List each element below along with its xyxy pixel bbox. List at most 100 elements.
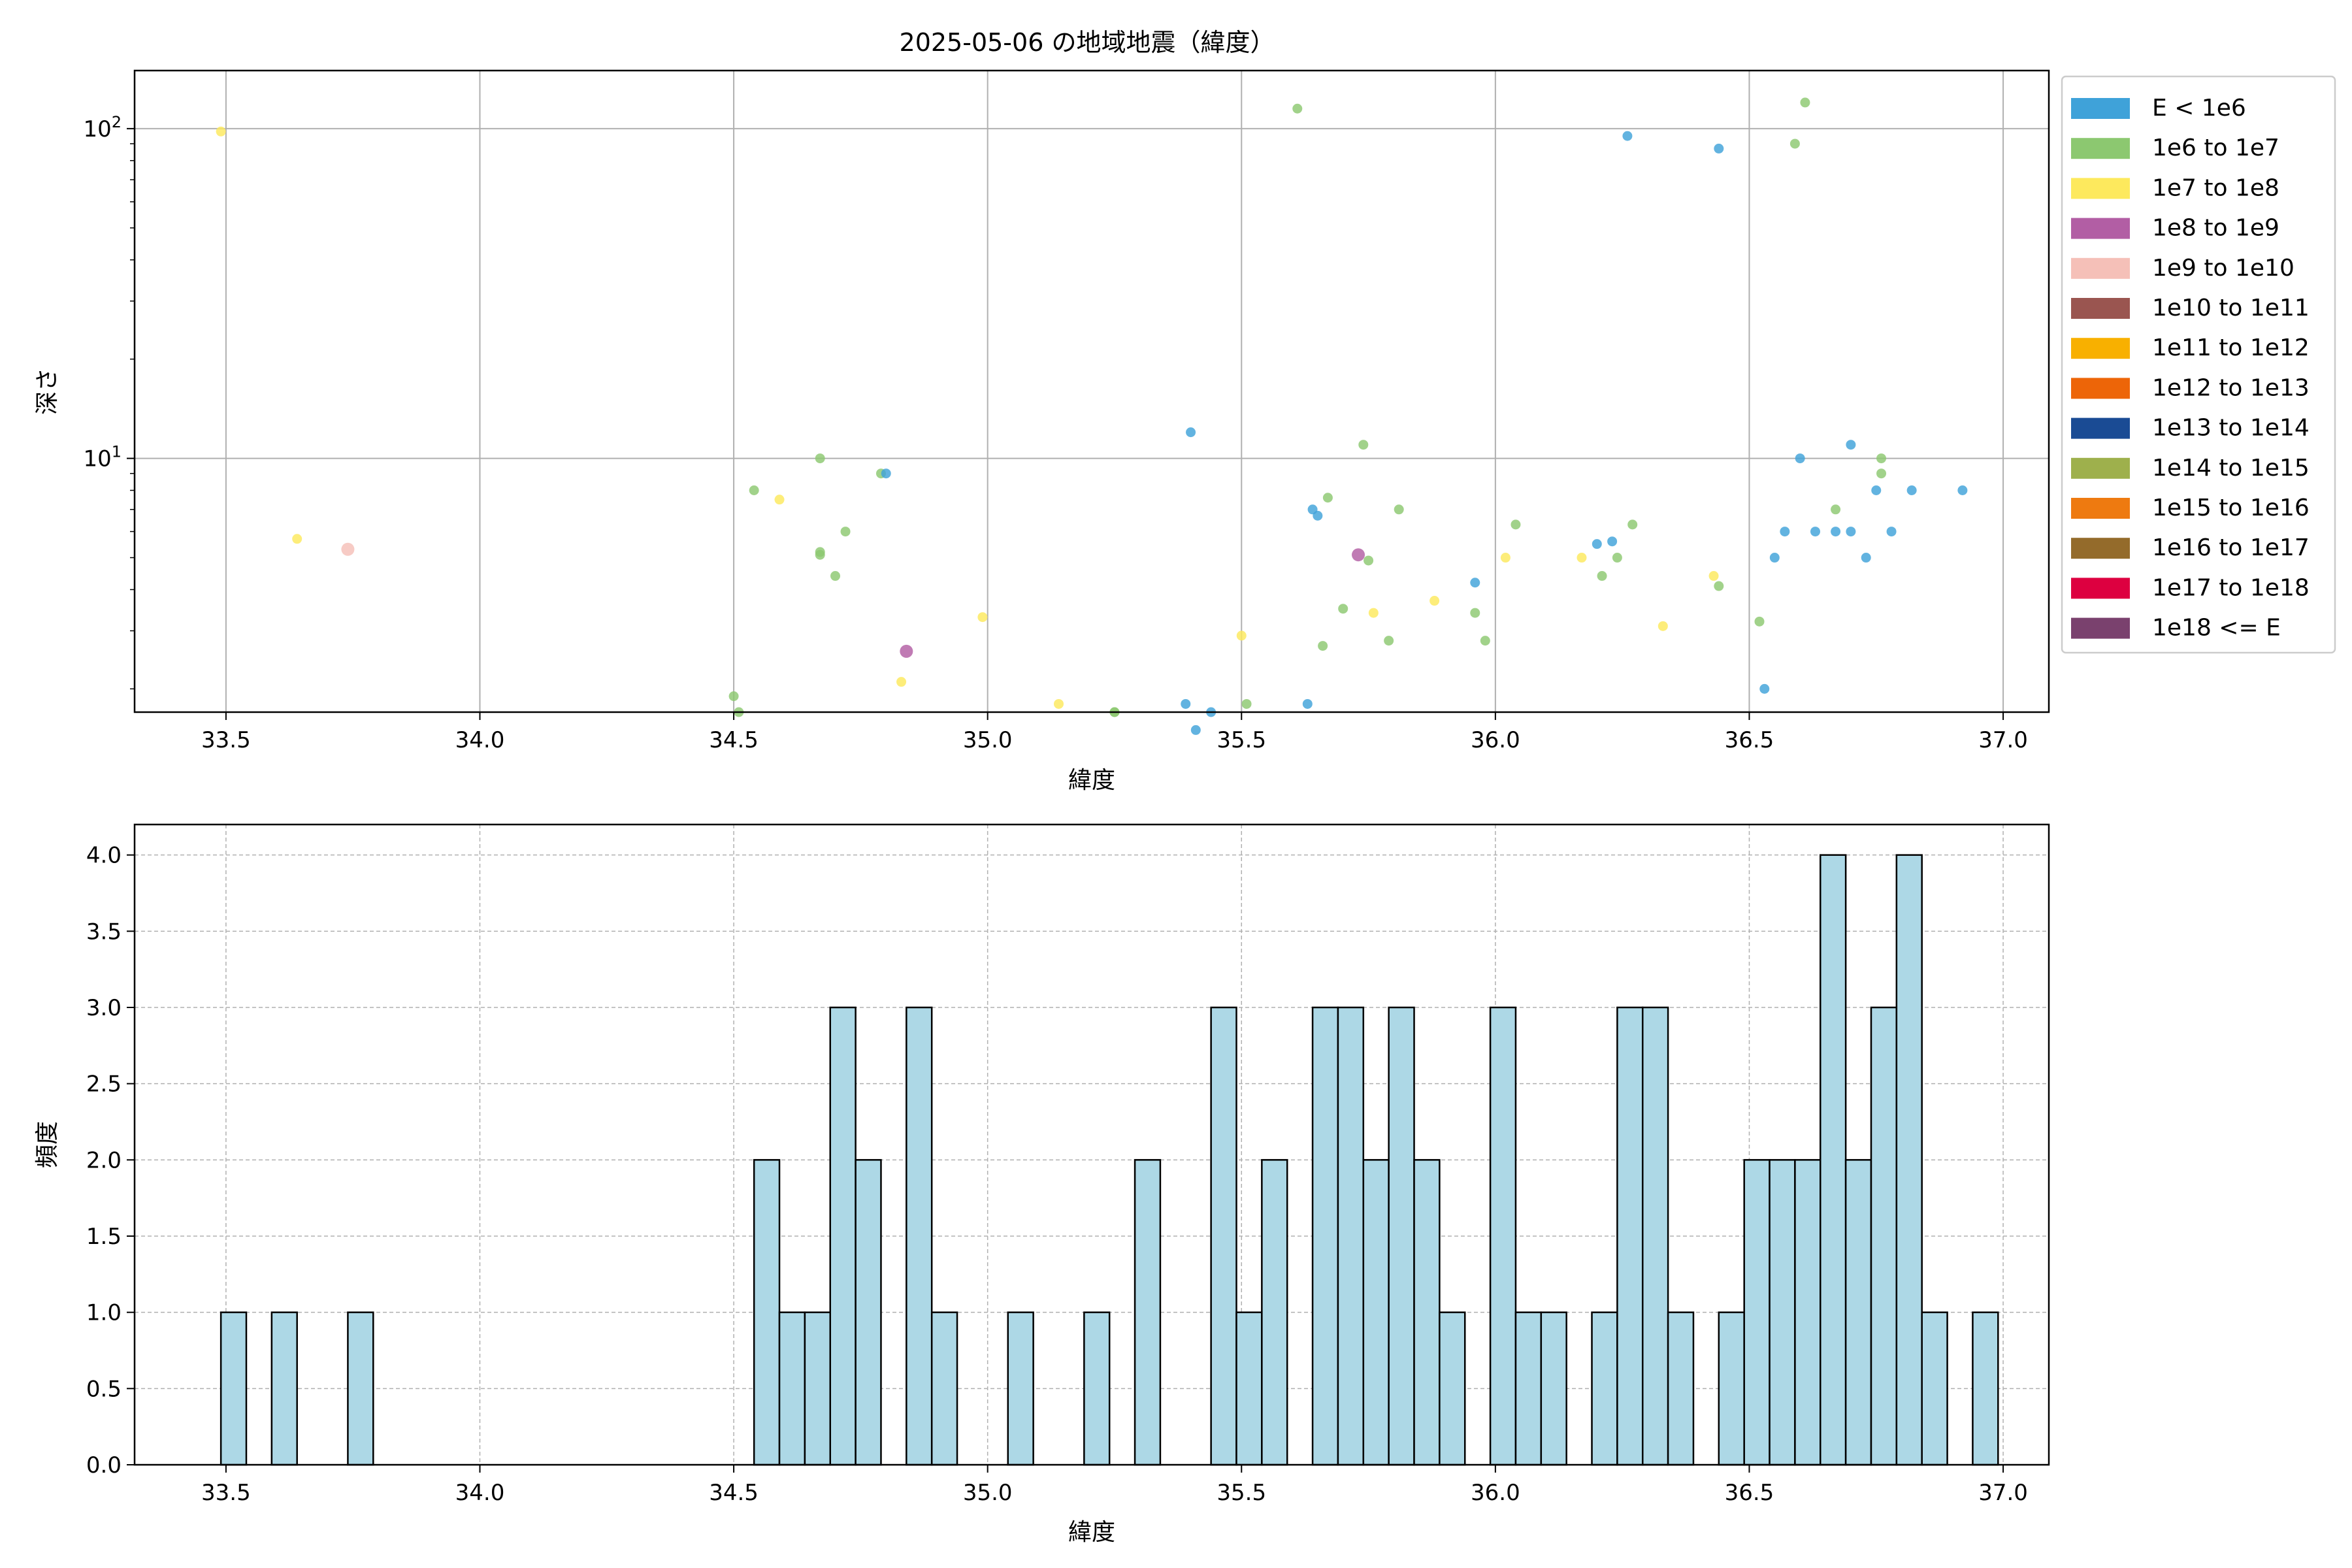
legend-swatch bbox=[2071, 617, 2130, 639]
y-tick-label: 1.0 bbox=[86, 1300, 122, 1326]
histogram-bar bbox=[270, 1311, 298, 1466]
histogram-bar bbox=[1743, 1159, 1771, 1466]
data-point bbox=[1810, 527, 1820, 537]
plot-frame bbox=[133, 823, 2050, 1466]
data-point bbox=[1358, 440, 1369, 450]
histogram-bar bbox=[1718, 1311, 1745, 1466]
histogram-bar bbox=[1820, 854, 1847, 1466]
y-tick-label: 4.0 bbox=[86, 843, 122, 869]
data-point bbox=[1906, 485, 1917, 496]
data-point bbox=[1470, 578, 1480, 588]
x-axis-label: 緯度 bbox=[1068, 767, 1115, 794]
data-point bbox=[1313, 510, 1323, 521]
legend-label: 1e6 to 1e7 bbox=[2152, 135, 2279, 161]
y-tick-label: 0.0 bbox=[86, 1452, 122, 1478]
histogram-bar bbox=[906, 1006, 933, 1466]
histogram-bar bbox=[1337, 1006, 1365, 1466]
data-point bbox=[1846, 440, 1856, 450]
legend-swatch bbox=[2071, 338, 2130, 359]
histogram-bar bbox=[1261, 1159, 1288, 1466]
legend-swatch bbox=[2071, 98, 2130, 119]
data-point bbox=[896, 677, 907, 687]
data-point bbox=[1597, 571, 1607, 581]
x-axis-label: 緯度 bbox=[1068, 1519, 1115, 1546]
legend-swatch bbox=[2071, 298, 2130, 319]
histogram-bar bbox=[1235, 1311, 1263, 1466]
histogram-bar bbox=[1413, 1159, 1441, 1466]
data-point bbox=[1368, 608, 1379, 618]
legend-swatch bbox=[2071, 378, 2130, 399]
y-axis-label: 頻度 bbox=[34, 1121, 61, 1168]
histogram-bar bbox=[1439, 1311, 1466, 1466]
data-point bbox=[1186, 427, 1196, 438]
x-tick-label: 37.0 bbox=[1978, 1480, 2028, 1506]
data-point bbox=[900, 644, 913, 658]
legend-label: 1e10 to 1e11 bbox=[2152, 295, 2310, 321]
legend-swatch bbox=[2071, 538, 2130, 559]
legend-label: 1e16 to 1e17 bbox=[2152, 534, 2310, 561]
legend-swatch bbox=[2071, 138, 2130, 159]
histogram-bar bbox=[778, 1311, 806, 1466]
histogram-bar bbox=[1921, 1311, 1948, 1466]
data-point bbox=[1364, 555, 1374, 566]
plot-frame bbox=[133, 69, 2050, 713]
y-tick-label: 0.5 bbox=[86, 1376, 122, 1402]
histogram-bar bbox=[1514, 1311, 1543, 1466]
histogram-bar bbox=[1083, 1311, 1111, 1466]
data-point bbox=[1795, 453, 1805, 464]
legend-swatch bbox=[2071, 257, 2130, 279]
legend: E < 1e6 1e6 to 1e7 1e7 to 1e8 1e8 to 1e9 1e9… bbox=[2061, 75, 2336, 654]
chart-title: 2025-05-06 の地域地震（緯度） bbox=[900, 28, 1275, 57]
y-axis-ticks: 101 102 bbox=[83, 113, 135, 690]
x-tick-label: 34.0 bbox=[455, 1480, 505, 1506]
histogram-bar bbox=[804, 1311, 831, 1466]
data-point bbox=[1831, 527, 1841, 537]
data-point bbox=[1612, 553, 1622, 563]
legend-swatch bbox=[2071, 578, 2130, 599]
x-axis-ticks: 33.5 34.0 34.5 35.0 35.5 36.0 36.5 37.0 bbox=[201, 1465, 2028, 1506]
data-point bbox=[1714, 581, 1724, 591]
data-point bbox=[881, 468, 891, 479]
legend-label: 1e11 to 1e12 bbox=[2152, 335, 2310, 361]
data-point bbox=[1181, 698, 1191, 709]
data-point bbox=[1190, 725, 1201, 735]
data-point bbox=[1322, 493, 1333, 503]
y-tick-label: 2.0 bbox=[86, 1147, 122, 1173]
data-point bbox=[774, 495, 785, 505]
data-point bbox=[1576, 553, 1587, 563]
data-point bbox=[1800, 97, 1810, 108]
y-tick-label: 3.0 bbox=[86, 995, 122, 1021]
x-tick-label: 35.5 bbox=[1217, 1480, 1266, 1506]
x-tick-label: 35.0 bbox=[963, 1480, 1013, 1506]
data-point bbox=[1714, 143, 1724, 154]
grid-lines bbox=[135, 71, 2049, 712]
histogram-bar bbox=[1388, 1006, 1415, 1466]
data-point bbox=[815, 547, 825, 557]
y-axis-ticks: 0.0 0.5 1.0 1.5 2.0 2.5 3.0 3.5 4.0 bbox=[86, 843, 135, 1478]
legend-swatch bbox=[2071, 498, 2130, 519]
histogram-bar bbox=[829, 1006, 857, 1466]
data-point bbox=[1658, 621, 1668, 631]
histogram-bar bbox=[1870, 1006, 1898, 1466]
data-point bbox=[1318, 641, 1328, 651]
x-tick-label: 33.5 bbox=[201, 1480, 251, 1506]
x-tick-label: 36.0 bbox=[1471, 1480, 1520, 1506]
histogram-bar bbox=[1362, 1159, 1390, 1466]
histogram-bar bbox=[220, 1311, 248, 1466]
histogram-bar bbox=[1667, 1311, 1695, 1466]
data-point bbox=[216, 126, 226, 137]
data-point bbox=[1789, 139, 1800, 149]
histogram-bar bbox=[1616, 1006, 1644, 1466]
data-point bbox=[830, 571, 841, 581]
data-point bbox=[1511, 519, 1521, 530]
data-point bbox=[1886, 527, 1897, 537]
y-axis-label: 深さ bbox=[34, 368, 61, 415]
x-tick-label: 36.5 bbox=[1725, 727, 1774, 753]
data-point bbox=[1759, 683, 1770, 694]
x-tick-label: 36.5 bbox=[1725, 1480, 1774, 1506]
legend-label: 1e9 to 1e10 bbox=[2152, 255, 2295, 282]
data-point bbox=[815, 453, 825, 464]
data-point bbox=[1861, 553, 1871, 563]
x-tick-label: 34.5 bbox=[709, 727, 759, 753]
